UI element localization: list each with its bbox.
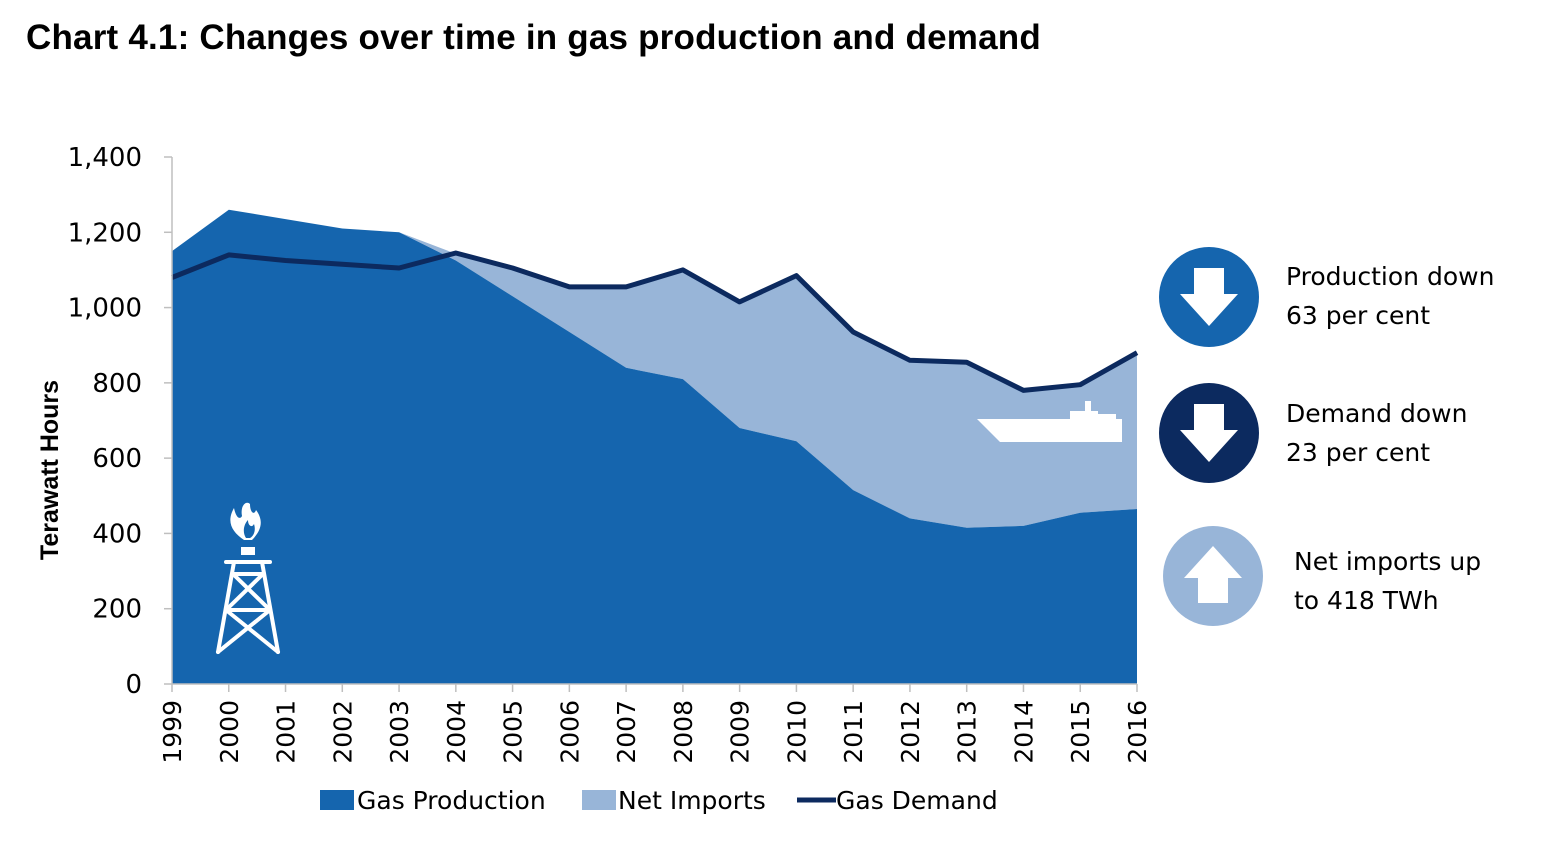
y-tick-label: 400 — [92, 519, 142, 549]
x-tick-label: 2005 — [499, 700, 528, 764]
x-tick-label: 2008 — [669, 700, 698, 764]
series-gas-demand-line — [171, 250, 1139, 393]
chart-title: Chart 4.1: Changes over time in gas prod… — [26, 18, 1041, 57]
x-tick-label: 2010 — [782, 700, 811, 764]
x-tick-label: 2000 — [215, 700, 244, 764]
x-tick-label: 2011 — [839, 700, 868, 764]
y-tick-label: 1,200 — [68, 218, 142, 248]
chart-line — [171, 250, 1139, 393]
legend-label-imports: Net Imports — [618, 786, 766, 815]
y-tick-label: 800 — [92, 369, 142, 399]
x-tick-label: 2001 — [272, 700, 301, 764]
legend-swatch-production — [320, 790, 354, 810]
x-tick-labels: 1999 2000 2001 2002 2003 2004 2005 2006 2007 2008… — [158, 684, 1152, 764]
y-tick-labels: 0 200 400 600 800 1,000 1,200 1,400 — [68, 143, 172, 700]
y-tick-label: 1,000 — [68, 294, 142, 324]
gas-rig-icon — [216, 502, 280, 654]
y-axis-label: Terawatt Hours — [36, 380, 64, 560]
x-tick-label: 2002 — [328, 700, 357, 764]
callout-imports-line2: to 418 TWh — [1294, 586, 1439, 615]
y-tick-label: 0 — [125, 670, 142, 700]
x-tick-label: 2014 — [1009, 700, 1038, 764]
x-tick-label: 2009 — [726, 700, 755, 764]
callout-demand-line2: 23 per cent — [1286, 438, 1431, 467]
y-tick-label: 1,400 — [68, 143, 142, 173]
demand-down-icon — [1159, 383, 1259, 483]
series-gas-production-area — [172, 209, 1137, 684]
callout-demand: Demand down 23 per cent — [1286, 394, 1467, 472]
x-tick-label: 2016 — [1123, 700, 1152, 764]
callout-imports: Net imports up to 418 TWh — [1294, 542, 1481, 620]
callout-production-line1: Production down — [1286, 262, 1495, 291]
ship-icon — [977, 401, 1122, 442]
x-tick-label: 1999 — [158, 700, 187, 764]
chart-areas — [172, 209, 1137, 684]
callout-imports-line1: Net imports up — [1294, 547, 1482, 576]
x-tick-label: 2004 — [442, 700, 471, 764]
series-net-imports-area — [172, 209, 1137, 528]
y-tick-label: 200 — [92, 595, 142, 625]
callout-production-line2: 63 per cent — [1286, 301, 1431, 330]
x-tick-label: 2007 — [612, 700, 641, 764]
legend-swatch-imports — [582, 790, 616, 810]
production-down-icon — [1159, 247, 1259, 347]
legend-label-demand: Gas Demand — [836, 786, 998, 815]
x-tick-label: 2013 — [953, 700, 982, 764]
legend-label-production: Gas Production — [357, 786, 546, 815]
x-tick-label: 2003 — [385, 700, 414, 764]
x-tick-label: 2015 — [1066, 700, 1095, 764]
chart-axes — [171, 157, 1137, 685]
x-tick-label: 2006 — [555, 700, 584, 764]
legend: Gas Production Net Imports Gas Demand — [320, 786, 998, 815]
callout-demand-line1: Demand down — [1286, 399, 1468, 428]
x-tick-label: 2012 — [896, 700, 925, 764]
callout-production: Production down 63 per cent — [1286, 257, 1494, 335]
net-imports-up-icon — [1163, 526, 1263, 626]
y-tick-label: 600 — [92, 444, 142, 474]
